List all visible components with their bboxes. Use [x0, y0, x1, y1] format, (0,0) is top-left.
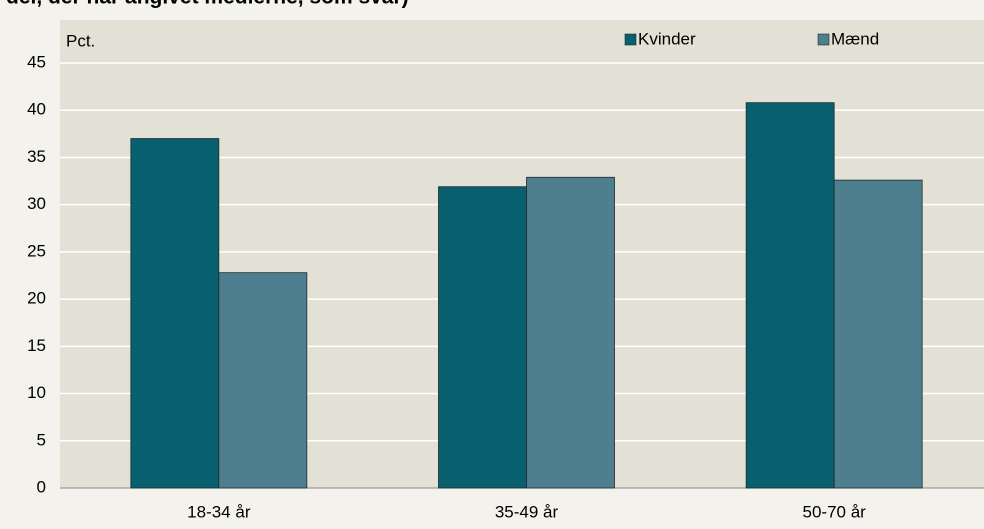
- bar: [130, 138, 220, 489]
- bar: [218, 272, 308, 489]
- legend-label: Kvinder: [638, 29, 696, 48]
- bar: [745, 102, 835, 489]
- y-tick-label: 35: [27, 147, 46, 166]
- legend-label: Mænd: [831, 29, 879, 48]
- bar: [438, 186, 527, 489]
- x-tick-label: 35-49 år: [495, 502, 559, 521]
- y-tick-label: 30: [27, 194, 46, 213]
- y-tick-label: 15: [27, 336, 46, 355]
- y-tick-label: 40: [27, 100, 46, 119]
- y-axis-label: Pct.: [66, 31, 95, 50]
- y-tick-label: 10: [27, 383, 46, 402]
- y-tick-label: 5: [37, 430, 46, 449]
- chart-title: del, der har angivet medierne, som svar): [6, 0, 409, 9]
- x-tick-label: 50-70 år: [803, 502, 867, 521]
- y-tick-label: 45: [27, 52, 46, 71]
- y-tick-label: 0: [37, 477, 46, 496]
- y-tick-label: 20: [27, 289, 46, 308]
- y-tick-label: 25: [27, 241, 46, 260]
- bar: [833, 179, 923, 489]
- legend-swatch: [817, 33, 830, 46]
- bar: [526, 176, 615, 489]
- legend-swatch: [624, 33, 637, 46]
- x-tick-label: 18-34 år: [187, 502, 251, 521]
